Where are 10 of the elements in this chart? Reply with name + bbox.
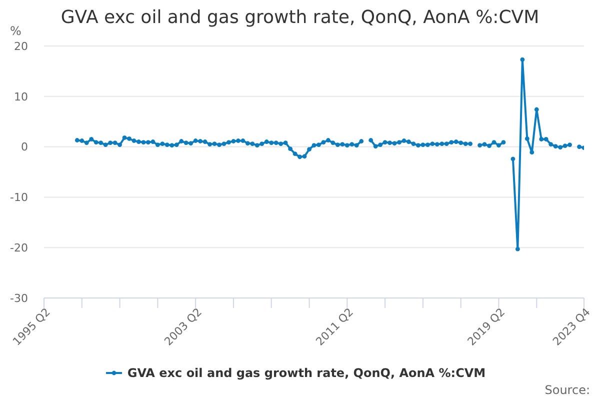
y-axis-title: % <box>10 24 22 38</box>
source-note: Source: <box>544 383 590 397</box>
y-tick-label: 10 <box>14 90 28 104</box>
y-tick-label: 20 <box>14 40 28 53</box>
y-tick-label: 0 <box>21 140 28 154</box>
legend-label: GVA exc oil and gas growth rate, QonQ, AonA %:CVM <box>127 366 486 380</box>
y-tick-label: -30 <box>10 292 28 305</box>
chart-title: GVA exc oil and gas growth rate, QonQ, AonA %:CVM <box>60 7 540 28</box>
y-tick-label: -20 <box>10 242 28 255</box>
y-tick-label: -10 <box>10 191 28 204</box>
